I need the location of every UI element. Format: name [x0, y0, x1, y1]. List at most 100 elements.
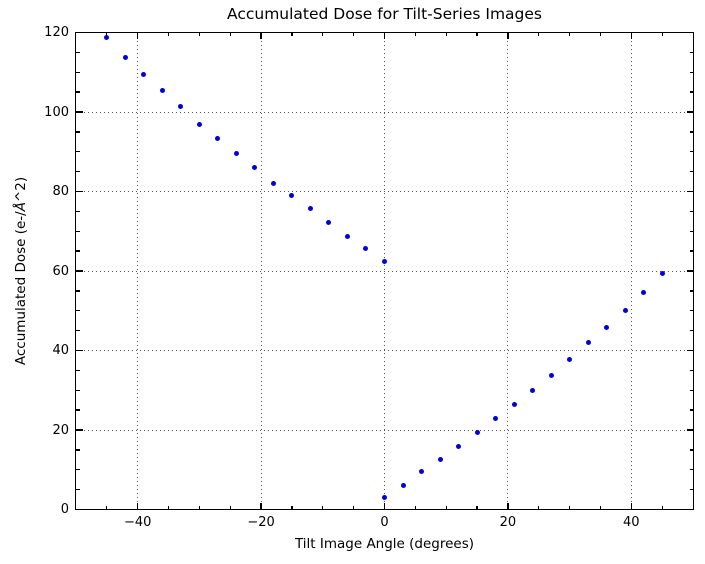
y-tick-left: [76, 369, 80, 372]
data-point: [252, 165, 258, 171]
data-point: [567, 357, 573, 363]
y-gridline: [76, 191, 693, 192]
x-tick-top: [198, 32, 201, 36]
y-tick-left: [76, 488, 80, 491]
x-tick-top: [106, 32, 108, 36]
x-tick-bottom: [383, 502, 386, 509]
data-point: [493, 415, 499, 421]
data-point: [122, 54, 128, 60]
y-tick-left: [76, 230, 80, 232]
data-point: [382, 259, 387, 265]
y-tick-right: [689, 131, 693, 133]
data-point: [604, 324, 610, 330]
y-tick-right: [686, 270, 693, 272]
y-gridline: [76, 350, 693, 351]
y-tick-right: [689, 250, 693, 252]
y-tick-label: 80: [52, 184, 69, 199]
y-tick-left: [76, 310, 80, 312]
x-tick-top: [445, 32, 447, 36]
y-tick-right: [689, 151, 693, 153]
y-tick-left: [76, 349, 83, 352]
x-axis-label: Tilt Image Angle (degrees): [294, 536, 475, 552]
y-tick-left: [76, 329, 80, 332]
data-point: [585, 340, 591, 346]
y-tick-right: [689, 310, 693, 312]
data-point: [159, 88, 165, 94]
x-tick-bottom: [414, 505, 416, 509]
x-tick-top: [137, 32, 139, 39]
data-point: [622, 307, 628, 313]
y-tick-label: 40: [52, 343, 69, 358]
y-tick-left: [76, 250, 80, 252]
y-tick-right: [689, 170, 693, 173]
y-tick-left: [76, 111, 83, 113]
x-tick-top: [661, 32, 663, 36]
y-tick-right: [689, 369, 693, 372]
data-point: [104, 35, 110, 41]
data-point: [530, 387, 536, 393]
data-point: [344, 233, 350, 239]
x-tick-top: [167, 32, 170, 36]
data-point: [307, 206, 313, 212]
y-tick-left: [76, 449, 80, 451]
data-point: [196, 121, 202, 127]
x-tick-top: [383, 32, 386, 39]
y-tick-right: [689, 389, 693, 391]
y-tick-right: [689, 329, 693, 332]
y-gridline: [76, 270, 693, 272]
y-tick-left: [76, 51, 80, 54]
x-tick-bottom: [137, 502, 139, 509]
x-tick-top: [507, 32, 509, 39]
y-tick-right: [686, 190, 693, 193]
y-tick-right: [689, 449, 693, 451]
y-tick-right: [686, 111, 693, 113]
y-tick-right: [689, 91, 693, 93]
x-tick-top: [538, 32, 540, 36]
x-tick-top: [322, 32, 324, 36]
x-tick-top: [630, 32, 632, 39]
data-point: [178, 104, 184, 110]
data-point: [419, 469, 425, 475]
y-tick-left: [76, 151, 80, 153]
y-tick-label: 100: [44, 104, 69, 120]
x-tick-top: [260, 32, 262, 39]
chart-title: Accumulated Dose for Tilt-Series Images: [227, 5, 542, 23]
x-tick-bottom: [476, 505, 478, 509]
x-tick-bottom: [661, 505, 663, 509]
y-gridline: [76, 111, 693, 113]
data-point: [659, 271, 665, 277]
data-point: [215, 136, 221, 142]
y-tick-right: [689, 469, 693, 471]
x-tick-bottom: [229, 505, 231, 509]
y-gridline: [76, 429, 693, 431]
angstrom-symbol: Å: [13, 202, 29, 212]
y-tick-left: [76, 389, 80, 391]
x-tick-label: 20: [499, 515, 517, 530]
x-tick-label: −20: [247, 515, 275, 530]
y-tick-left: [76, 131, 80, 133]
y-tick-right: [689, 210, 693, 213]
data-point: [289, 193, 295, 199]
y-tick-label: 0: [60, 502, 69, 517]
y-tick-left: [76, 190, 83, 193]
y-tick-left: [76, 469, 80, 471]
data-point: [141, 72, 147, 78]
x-tick-bottom: [106, 505, 108, 509]
data-point: [437, 456, 443, 462]
x-tick-top: [414, 32, 416, 36]
y-tick-right: [689, 51, 693, 54]
y-tick-right: [686, 349, 693, 352]
x-tick-bottom: [198, 505, 201, 509]
x-tick-top: [291, 32, 293, 36]
x-tick-label: −40: [123, 515, 152, 530]
plot-area: [75, 31, 694, 510]
x-tick-bottom: [630, 502, 632, 509]
y-tick-right: [689, 488, 693, 491]
y-tick-left: [76, 429, 83, 431]
data-point: [511, 402, 517, 408]
x-tick-top: [599, 32, 602, 36]
y-tick-right: [689, 230, 693, 232]
data-point: [641, 289, 647, 295]
x-tick-bottom: [538, 505, 540, 509]
